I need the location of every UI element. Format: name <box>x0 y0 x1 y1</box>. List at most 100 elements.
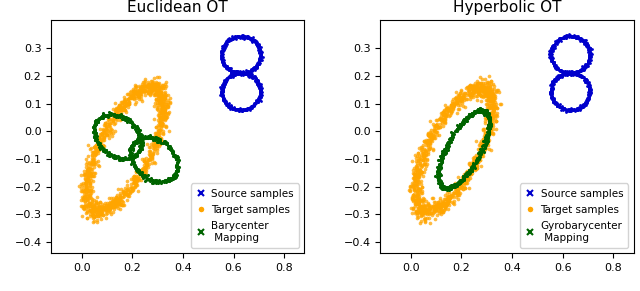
Point <box>550 63 561 68</box>
Point <box>585 89 595 94</box>
Point <box>124 157 134 162</box>
Point <box>437 204 447 208</box>
Point <box>468 164 478 169</box>
Point <box>557 71 568 75</box>
Point <box>96 143 106 148</box>
Point <box>584 59 594 64</box>
Point <box>94 142 104 147</box>
Point <box>485 120 495 125</box>
Point <box>97 132 108 137</box>
Point <box>429 136 440 140</box>
Point <box>417 150 428 155</box>
Point <box>90 144 100 149</box>
Point <box>136 137 147 141</box>
Point <box>468 161 479 166</box>
Point <box>134 134 145 139</box>
Point <box>411 171 421 176</box>
Point <box>132 89 143 94</box>
Point <box>466 112 476 117</box>
Point <box>555 104 565 109</box>
Point <box>487 115 497 120</box>
Point <box>88 198 99 203</box>
Point <box>227 36 237 40</box>
Point <box>132 168 142 173</box>
Point <box>150 93 161 97</box>
Point <box>130 176 140 181</box>
Point <box>89 126 99 131</box>
Point <box>412 192 422 197</box>
Point <box>408 191 419 196</box>
Point <box>95 139 105 144</box>
Point <box>136 134 146 139</box>
Point <box>152 151 162 155</box>
Point <box>454 181 465 185</box>
Point <box>414 208 424 213</box>
Point <box>250 67 260 72</box>
Point <box>546 56 556 61</box>
Point <box>151 91 161 95</box>
Point <box>136 169 147 174</box>
Point <box>146 86 156 90</box>
Point <box>144 81 154 86</box>
Point <box>146 154 156 158</box>
Point <box>415 189 426 194</box>
Point <box>145 85 156 90</box>
Point <box>140 89 150 94</box>
Point <box>87 210 97 214</box>
Point <box>484 129 494 134</box>
Point <box>583 95 593 100</box>
Point <box>483 113 493 118</box>
Point <box>582 78 592 83</box>
Point <box>132 189 143 194</box>
Point <box>581 62 591 66</box>
Point <box>115 195 125 200</box>
Point <box>218 93 228 97</box>
Point <box>163 103 173 107</box>
Point <box>468 163 479 167</box>
Point <box>422 149 433 154</box>
Point <box>413 179 423 183</box>
Point <box>223 104 233 109</box>
Point <box>255 89 266 94</box>
Point <box>134 139 144 143</box>
Point <box>424 137 434 142</box>
Point <box>483 95 493 99</box>
Point <box>113 201 124 205</box>
Point <box>156 137 166 142</box>
Point <box>151 135 161 139</box>
Point <box>130 87 140 92</box>
Point <box>456 178 467 183</box>
Point <box>135 172 145 177</box>
Point <box>583 97 593 101</box>
Point <box>136 145 146 149</box>
Point <box>121 191 131 196</box>
Point <box>563 108 573 112</box>
Point <box>474 155 484 160</box>
Point <box>548 59 559 64</box>
Point <box>80 172 90 177</box>
Point <box>127 146 137 150</box>
Point <box>436 172 446 177</box>
Point <box>255 52 266 56</box>
Point <box>83 166 93 171</box>
Point <box>489 109 499 113</box>
Point <box>250 74 260 79</box>
Point <box>243 34 253 38</box>
Point <box>470 86 481 91</box>
Point <box>88 219 99 224</box>
Point <box>141 155 152 160</box>
Point <box>575 68 586 73</box>
Point <box>151 178 161 182</box>
Point <box>106 121 116 126</box>
Point <box>87 152 97 157</box>
Point <box>255 56 265 61</box>
Point <box>474 109 484 114</box>
Point <box>414 145 424 150</box>
Point <box>216 53 227 58</box>
Point <box>433 175 444 179</box>
Point <box>96 132 106 136</box>
Point <box>554 68 564 73</box>
Point <box>101 148 111 152</box>
Point <box>548 44 558 49</box>
Point <box>140 166 150 171</box>
